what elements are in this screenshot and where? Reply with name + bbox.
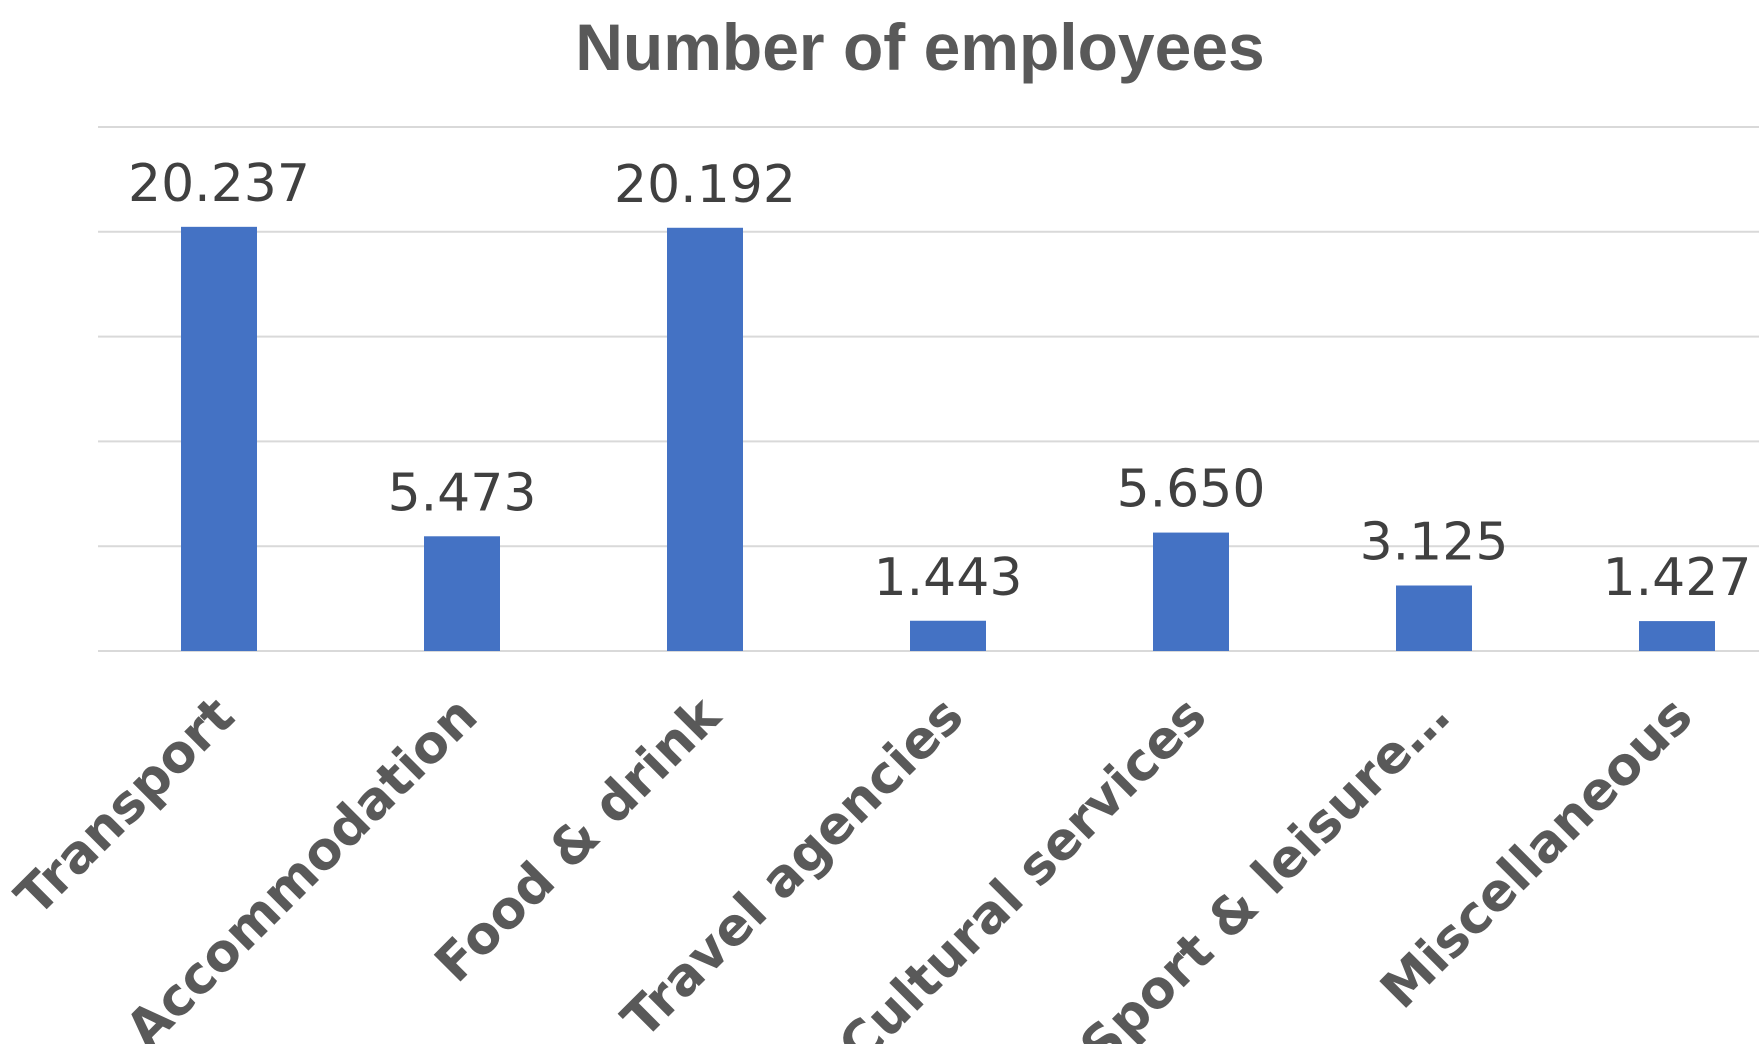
data-label: 5.473 [388,463,537,523]
bar [1153,532,1229,651]
data-label: 20.237 [128,154,310,214]
bars [181,226,1715,652]
bar [910,620,986,651]
bar [1396,585,1472,651]
gridlines [98,126,1759,652]
bar [181,226,257,652]
category-label: Transport [4,686,246,928]
data-label: 20.192 [614,155,796,215]
bar [1639,621,1715,651]
data-labels: 20.237 5.473 20.192 1.443 5.650 3.125 1.427 [128,154,1751,608]
data-label: 1.427 [1603,548,1752,608]
bar [667,227,743,651]
bar [424,536,500,651]
data-label: 3.125 [1360,513,1509,573]
chart-title: Number of employees [575,10,1265,84]
data-label: 5.650 [1117,460,1266,520]
data-label: 1.443 [874,548,1023,608]
